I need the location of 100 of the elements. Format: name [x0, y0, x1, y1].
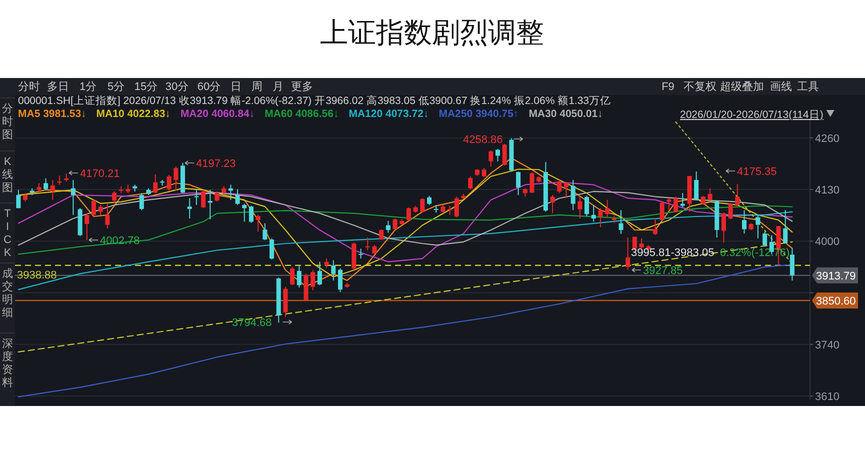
ref-line-label: 3913.79: [816, 270, 856, 282]
annotation: 3794.68: [232, 317, 272, 329]
candlestick: [591, 204, 596, 222]
candlestick: [708, 188, 712, 202]
candlestick: [98, 204, 103, 216]
candlestick: [516, 171, 521, 196]
text: 不复权: [684, 81, 716, 93]
candlestick: [235, 188, 240, 206]
candlestick: [365, 237, 370, 251]
annotation: 3995.81-3983.05: [631, 247, 714, 259]
annotation: 2026/01/20-2026/07/13(114日): [680, 109, 824, 121]
text: 60分: [197, 81, 221, 93]
candlestick: [242, 203, 247, 222]
text: MA120 4073.72↓: [348, 108, 429, 120]
line-series: [18, 182, 793, 262]
text: 多日: [47, 81, 69, 93]
text: 画线: [770, 80, 792, 93]
candlestick: [166, 174, 172, 192]
line-series: [18, 168, 793, 278]
candlestick: [666, 198, 672, 211]
candlestick: [735, 183, 740, 206]
line-series: [18, 211, 793, 290]
candlestick: [16, 189, 21, 209]
candlestick: [742, 210, 747, 234]
text: TICK: [4, 208, 12, 259]
candlestick: [783, 210, 788, 244]
text: 30分: [165, 81, 189, 93]
text: 更多: [291, 81, 313, 93]
candlestick: [84, 212, 90, 241]
candlestick: [468, 176, 473, 190]
candlestick: [57, 175, 62, 186]
candlestick: [379, 228, 384, 240]
candlestick: [194, 189, 199, 206]
candlestick: [296, 264, 302, 288]
text: MA20 4060.84↓: [180, 108, 255, 120]
candlestick: [530, 172, 534, 194]
candlestick: [605, 199, 610, 218]
candlestick: [270, 238, 274, 260]
text: MA60 4086.56↓: [264, 108, 339, 120]
text: 超级叠加: [720, 80, 764, 93]
text: 1分: [79, 81, 97, 93]
text: K线图: [2, 156, 13, 194]
annotation: 3927.85: [643, 265, 683, 277]
y-tick-label: 3610: [815, 391, 840, 404]
candlestick: [790, 247, 794, 282]
candlestick: [652, 218, 658, 236]
candlestick: [248, 205, 254, 224]
candlestick: [386, 220, 390, 234]
candlestick: [256, 214, 260, 232]
candlestick: [626, 237, 630, 270]
y-tick-label: 4260: [815, 132, 840, 145]
text: 月: [272, 81, 284, 93]
candlestick: [570, 179, 576, 211]
candlestick: [680, 192, 685, 208]
candlestick: [338, 268, 343, 292]
annotation: 4175.35: [737, 166, 777, 178]
candlestick: [557, 179, 562, 194]
text: MA30 4050.01↓: [528, 108, 603, 120]
candlestick: [201, 189, 206, 209]
text: 周: [252, 81, 262, 93]
candlestick: [762, 231, 768, 248]
text: MA5 3981.53↓: [18, 108, 86, 120]
candlestick: [208, 189, 212, 220]
candlestick: [174, 166, 178, 192]
candlestick: [331, 260, 336, 281]
candlestick: [454, 196, 459, 218]
candlestick: [290, 266, 295, 286]
text: 深度资料: [2, 338, 13, 389]
candlestick: [420, 198, 425, 214]
text: 000001.SH[上证指数] 2026/07/13 收3913.79 幅-2.06%(-82.37) 开3966.02 高3983.05 低3900.67 换1.24% 振2.06% 额1.33万亿: [18, 94, 612, 107]
y-tick-label: 4000: [815, 236, 840, 248]
text: MA250 3940.75↑: [438, 108, 519, 120]
candlestick: [139, 192, 144, 211]
candlestick: [564, 182, 568, 199]
chart-title: 上证指数剧烈调整: [320, 18, 544, 49]
y-tick-label: 4130: [815, 184, 840, 196]
candlestick: [70, 179, 76, 216]
candlestick: [550, 194, 555, 214]
text: 5分: [107, 81, 125, 93]
candlestick: [112, 190, 117, 204]
annotation: 4170.21: [80, 168, 120, 180]
candlestick: [756, 214, 760, 239]
candlestick: [187, 198, 192, 219]
candlestick: [317, 261, 322, 286]
candlestick: [488, 150, 494, 167]
candlestick: [639, 238, 644, 250]
text: 分时: [18, 80, 40, 93]
candlestick: [427, 195, 432, 206]
candlestick: [372, 244, 377, 255]
y-tick-label: 3740: [815, 339, 840, 352]
text: 日: [230, 81, 242, 93]
ref-line-label: 3938.88: [17, 269, 57, 282]
candlestick: [584, 195, 590, 217]
text: MA10 4022.83↓: [96, 108, 170, 120]
candlestick: [214, 190, 220, 202]
candlestick: [674, 196, 678, 214]
text: F9: [662, 81, 674, 93]
candlestick: [310, 270, 316, 291]
candlestick: [105, 203, 110, 229]
text: 成交明细: [2, 267, 13, 319]
